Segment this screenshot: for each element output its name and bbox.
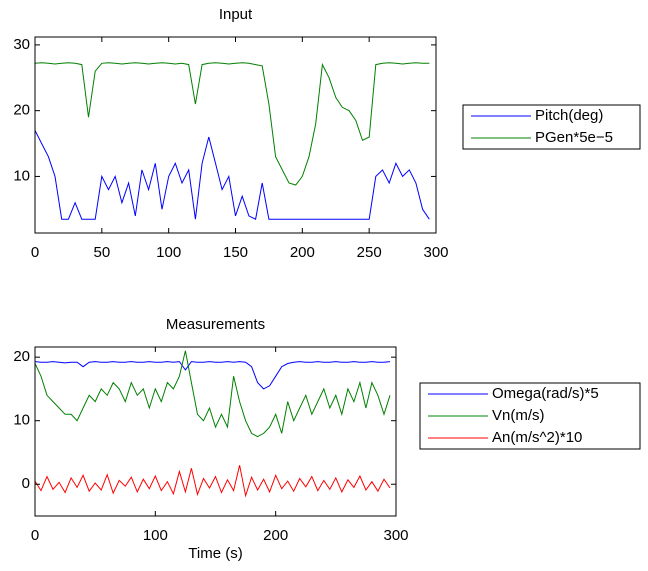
series-line: [35, 361, 391, 390]
x-axis-label: Time (s): [188, 545, 242, 562]
x-tick-label: 100: [143, 527, 168, 544]
x-tick-label: 0: [31, 244, 39, 261]
chart-title: Measurements: [166, 316, 265, 333]
legend-label: Omega(rad/s)*5: [492, 385, 599, 402]
series-line: [35, 350, 391, 438]
y-tick-label: 20: [13, 102, 30, 119]
legend-label: An(m/s^2)*10: [492, 429, 582, 446]
y-tick-label: 0: [22, 475, 30, 492]
plot-area: [35, 347, 396, 516]
legend-label: Pitch(deg): [535, 107, 603, 124]
series-line: [35, 465, 391, 498]
y-tick-label: 30: [13, 36, 30, 53]
y-tick-label: 20: [13, 348, 30, 365]
x-tick-label: 300: [423, 244, 448, 261]
x-tick-label: 200: [290, 244, 315, 261]
legend-label: Vn(m/s): [492, 407, 545, 424]
x-tick-label: 150: [223, 244, 248, 261]
series-line: [35, 130, 430, 220]
x-tick-label: 100: [156, 244, 181, 261]
x-tick-label: 200: [263, 527, 288, 544]
chart-title: Input: [219, 6, 253, 23]
x-tick-label: 0: [31, 527, 39, 544]
y-tick-label: 10: [13, 167, 30, 184]
x-tick-label: 250: [357, 244, 382, 261]
legend-box: [462, 104, 641, 150]
legend-label: PGen*5e−5: [535, 129, 613, 146]
axes-box: [34, 346, 397, 517]
series-line: [35, 62, 430, 186]
x-tick-label: 300: [383, 527, 408, 544]
y-tick-label: 10: [13, 412, 30, 429]
x-tick-label: 50: [93, 244, 110, 261]
